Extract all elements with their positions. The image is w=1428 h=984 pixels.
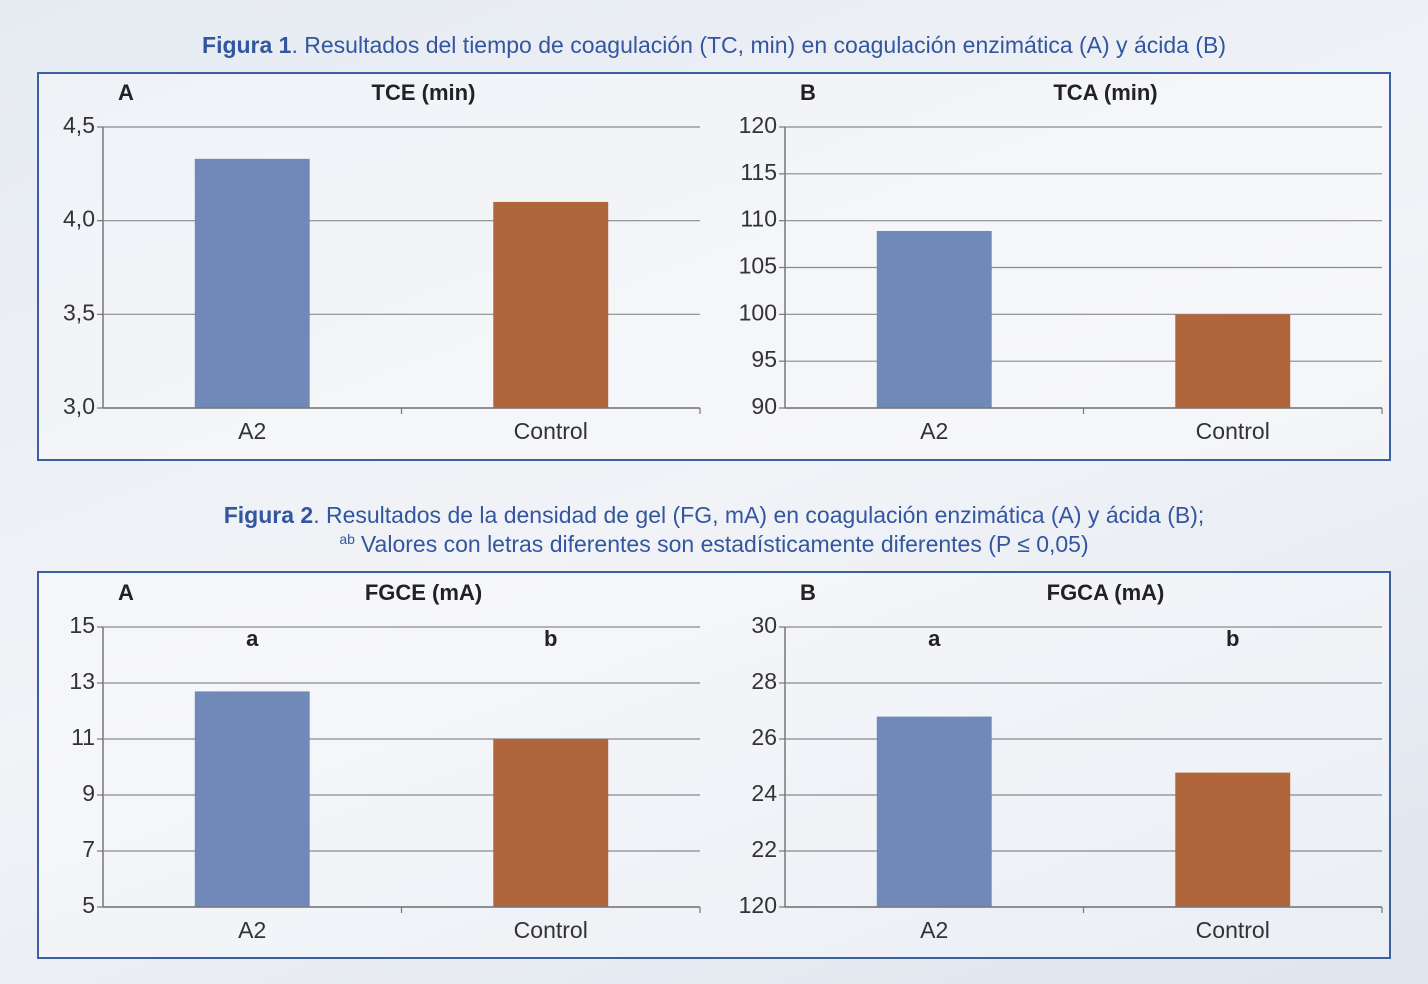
panel-label: A — [118, 580, 134, 605]
y-tick-label: 22 — [751, 836, 777, 862]
y-tick-label: 120 — [739, 892, 777, 918]
bar — [1175, 314, 1291, 408]
y-tick-label: 100 — [739, 299, 777, 325]
y-tick-label: 11 — [71, 724, 95, 750]
caption-text: . Resultados del tiempo de coagulación (… — [291, 32, 1226, 58]
bar — [876, 230, 992, 408]
y-tick-label: 110 — [740, 206, 777, 232]
figure-caption: Figura 2. Resultados de la densidad de g… — [224, 502, 1205, 528]
y-tick-label: 30 — [751, 612, 777, 638]
y-tick-label: 3,5 — [63, 299, 95, 325]
bar — [1175, 772, 1291, 907]
y-tick-label: 115 — [740, 159, 777, 185]
bar — [876, 716, 992, 907]
panel-label: B — [800, 580, 816, 605]
figure-label: Figura 1 — [202, 32, 292, 58]
y-tick-label: 4,0 — [63, 206, 95, 232]
significance-letter: b — [544, 626, 557, 651]
figure-note: ab Valores con letras diferentes son esta… — [339, 531, 1088, 557]
x-tick-label: Control — [514, 917, 588, 943]
bar — [194, 158, 310, 408]
figure-caption: Figura 1. Resultados del tiempo de coagu… — [202, 32, 1226, 58]
caption-text: . Resultados de la densidad de gel (FG, … — [313, 502, 1204, 528]
x-tick-label: A2 — [920, 917, 948, 943]
x-tick-label: A2 — [238, 418, 266, 444]
y-tick-label: 26 — [751, 724, 777, 750]
y-tick-label: 7 — [82, 836, 95, 862]
bar — [194, 691, 310, 907]
bar — [493, 739, 609, 907]
chart-title: FGCA (mA) — [1047, 580, 1165, 605]
y-tick-label: 24 — [751, 780, 777, 806]
panel-label: B — [800, 80, 816, 105]
superscript: ab — [339, 531, 355, 547]
y-tick-label: 28 — [751, 668, 777, 694]
x-tick-label: Control — [1196, 418, 1270, 444]
x-tick-label: A2 — [920, 418, 948, 444]
y-tick-label: 4,5 — [63, 112, 95, 138]
y-tick-label: 120 — [739, 112, 777, 138]
y-tick-label: 3,0 — [63, 393, 95, 419]
figure-label: Figura 2 — [224, 502, 313, 528]
chart-title: FGCE (mA) — [365, 580, 482, 605]
y-tick-label: 105 — [739, 253, 777, 279]
x-tick-label: Control — [514, 418, 588, 444]
x-tick-label: A2 — [238, 917, 266, 943]
chart-title: TCA (min) — [1053, 80, 1157, 105]
note-text: Valores con letras diferentes son estadí… — [361, 531, 1089, 557]
bar — [493, 201, 609, 408]
significance-letter: a — [246, 626, 259, 651]
x-tick-label: Control — [1196, 917, 1270, 943]
y-tick-label: 5 — [82, 892, 95, 918]
significance-letter: b — [1226, 626, 1239, 651]
y-tick-label: 95 — [751, 346, 777, 372]
panel-label: A — [118, 80, 134, 105]
y-tick-label: 15 — [69, 612, 95, 638]
y-tick-label: 13 — [69, 668, 95, 694]
y-tick-label: 90 — [751, 393, 777, 419]
y-tick-label: 9 — [82, 780, 95, 806]
chart-title: TCE (min) — [372, 80, 476, 105]
significance-letter: a — [928, 626, 941, 651]
